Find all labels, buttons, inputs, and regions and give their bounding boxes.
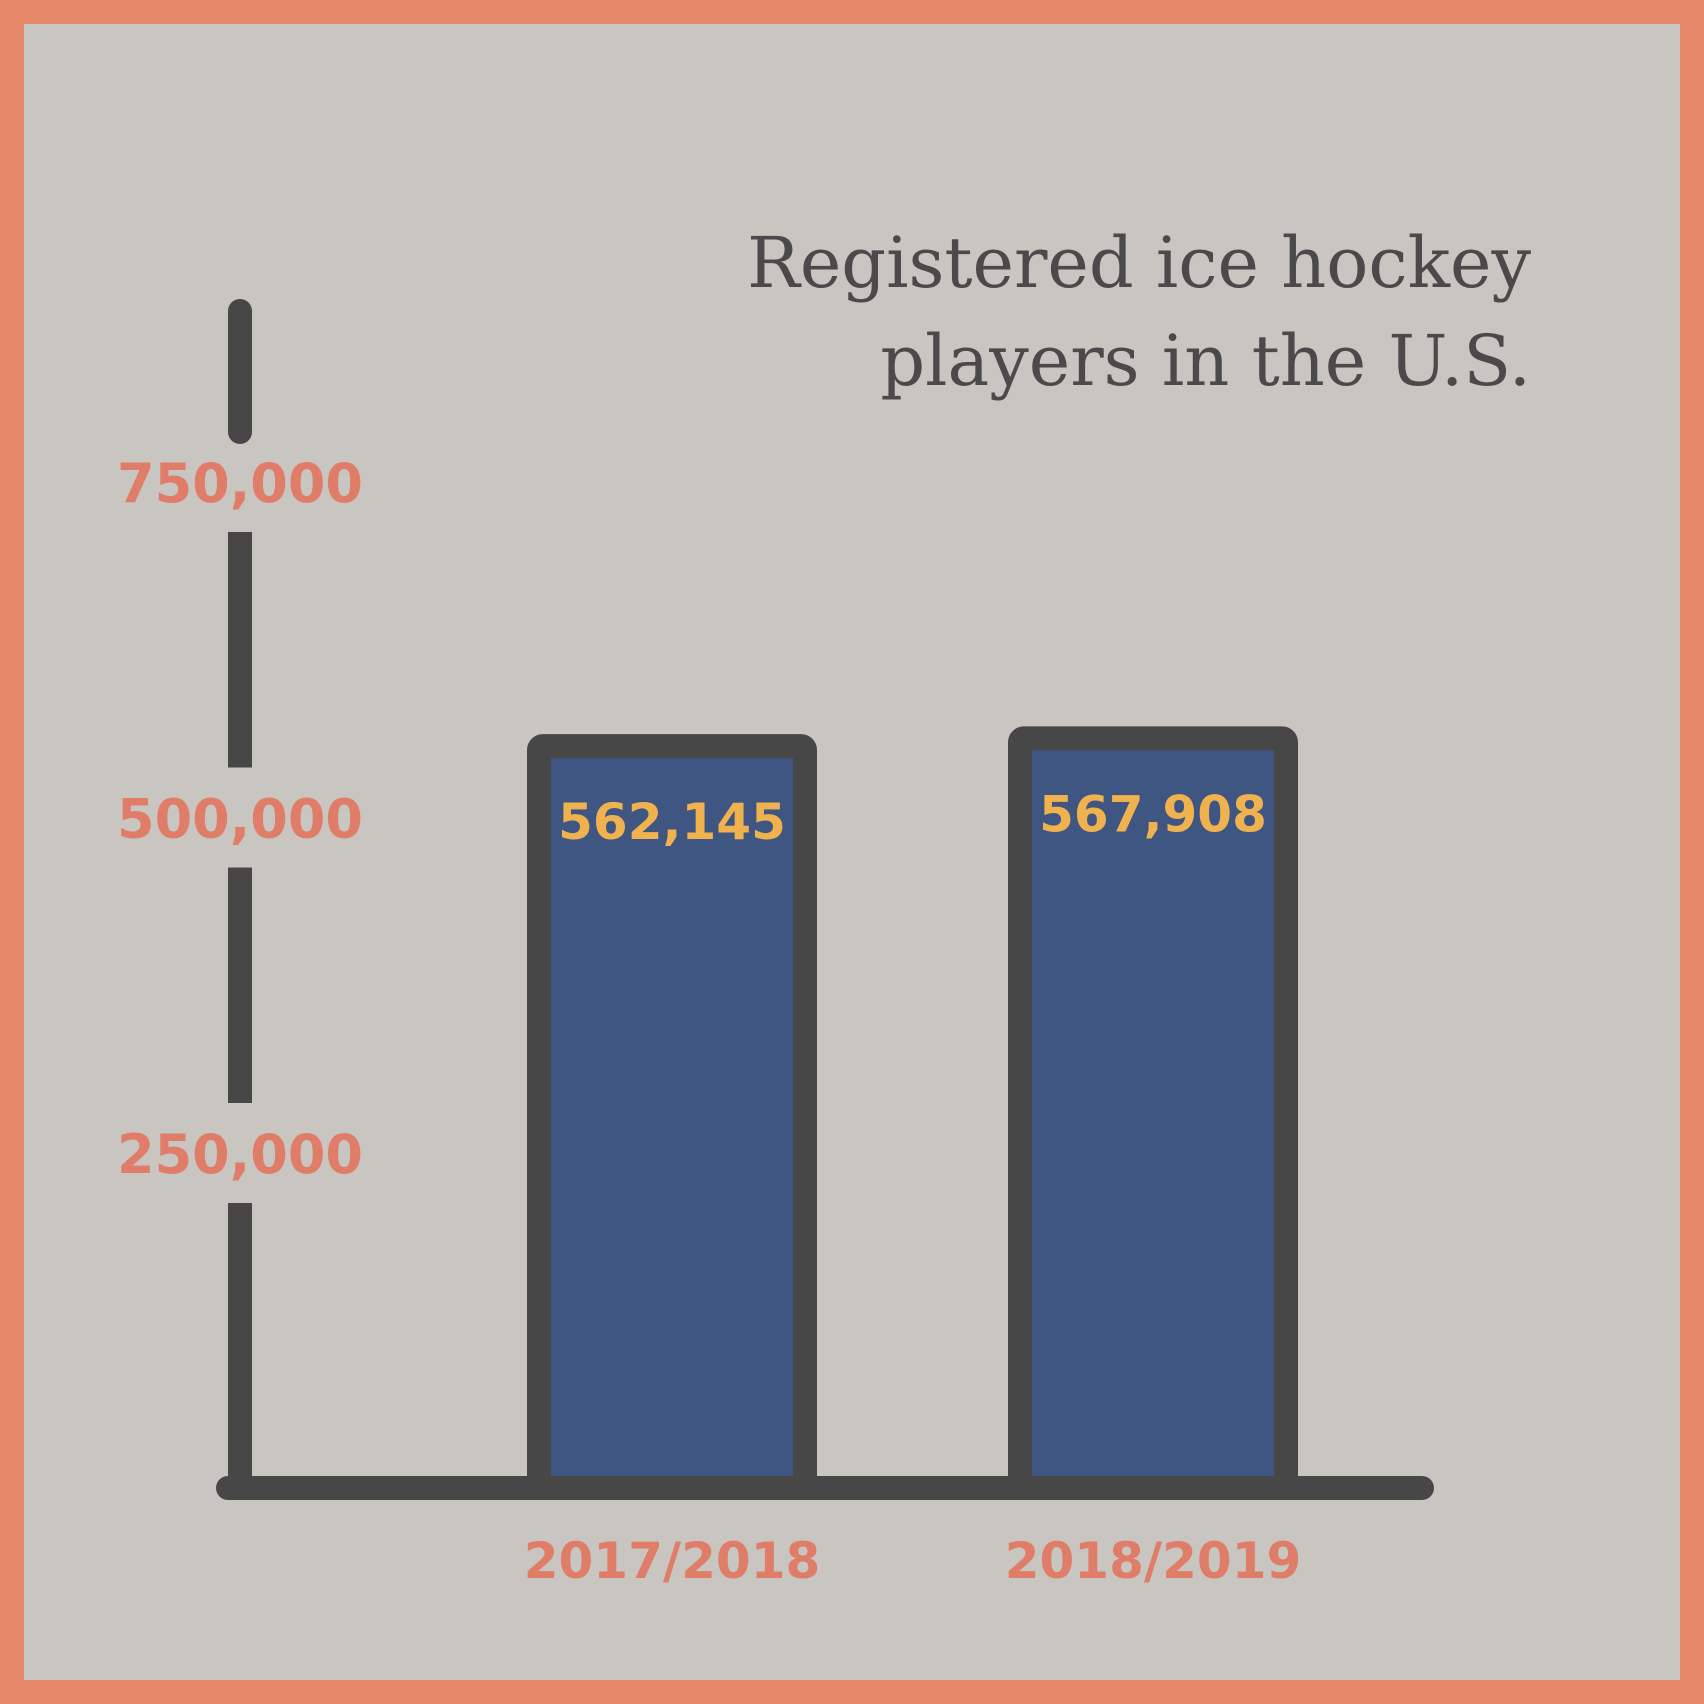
bar-value-label: 567,908 [1039, 785, 1267, 843]
y-tick-label: 750,000 [117, 452, 363, 515]
x-category-label: 2018/2019 [1005, 1532, 1302, 1590]
chart-labels: 250,000 500,000 750,000 562,145 2017/2018 567… [117, 452, 1301, 1590]
y-tick-label: 500,000 [117, 788, 363, 851]
chart-title: Registered ice hockey players in the U.S… [747, 222, 1531, 402]
chart-bars [527, 726, 1298, 1500]
chart-frame: Registered ice hockey players in the U.S… [24, 24, 1680, 1680]
x-category-label: 2017/2018 [524, 1532, 821, 1590]
y-tick-label: 250,000 [117, 1123, 363, 1186]
bar [1008, 726, 1298, 1500]
bar [527, 734, 817, 1500]
bar-value-label: 562,145 [558, 793, 786, 851]
